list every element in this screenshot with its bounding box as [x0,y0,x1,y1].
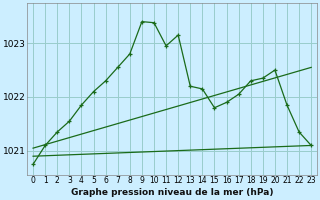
X-axis label: Graphe pression niveau de la mer (hPa): Graphe pression niveau de la mer (hPa) [71,188,273,197]
